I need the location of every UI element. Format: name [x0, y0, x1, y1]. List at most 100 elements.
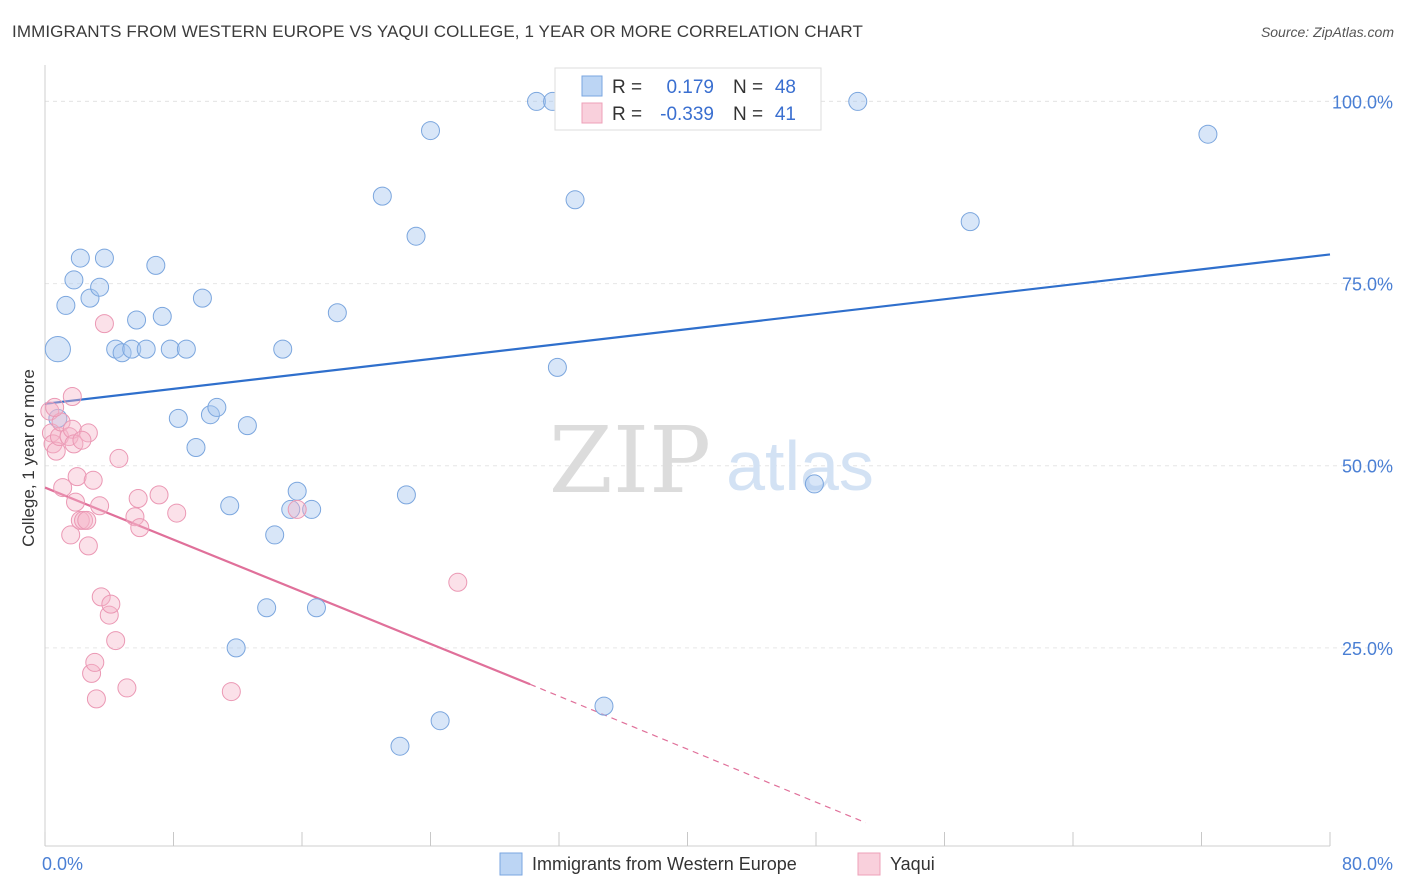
trend-lines — [44, 253, 1331, 824]
y-tick-label: 25.0% — [1342, 639, 1393, 659]
point-western-europe — [594, 696, 614, 716]
point-western-europe — [146, 255, 166, 275]
stats-n-label-pink: N = — [733, 104, 763, 125]
point-western-europe — [273, 339, 293, 359]
point-western-europe — [421, 121, 440, 141]
point-western-europe — [168, 408, 188, 428]
point-western-europe — [547, 357, 567, 377]
point-western-europe — [207, 397, 227, 417]
trend-line-yaqui — [44, 486, 531, 686]
point-yaqui — [62, 419, 82, 439]
point-yaqui — [78, 536, 98, 556]
data-points — [40, 91, 1218, 756]
point-western-europe — [160, 339, 180, 359]
point-yaqui — [53, 478, 73, 498]
point-western-europe — [237, 416, 257, 436]
point-western-europe — [186, 438, 206, 457]
point-western-europe — [90, 277, 110, 297]
point-western-europe — [848, 91, 868, 111]
point-western-europe — [960, 212, 980, 232]
point-yaqui — [221, 682, 241, 702]
stats-r-label-blue: R = — [612, 77, 642, 98]
point-yaqui — [167, 503, 187, 523]
point-yaqui — [85, 652, 105, 672]
point-western-europe — [80, 288, 100, 308]
point-yaqui — [117, 678, 137, 698]
point-yaqui — [66, 492, 86, 512]
point-western-europe — [257, 598, 277, 618]
point-yaqui — [62, 387, 82, 406]
point-yaqui — [109, 448, 129, 468]
point-western-europe — [127, 310, 147, 330]
legend-label-yaqui: Yaqui — [890, 854, 935, 874]
point-western-europe — [281, 499, 301, 519]
stats-n-value-pink: 41 — [775, 104, 796, 125]
point-yaqui — [101, 594, 121, 614]
point-western-europe — [192, 288, 212, 308]
point-western-europe — [372, 186, 392, 206]
point-western-europe — [565, 190, 585, 210]
trend-line-western-europe — [44, 253, 1331, 405]
point-western-europe — [287, 481, 307, 501]
point-western-europe — [136, 339, 156, 359]
point-yaqui — [149, 485, 169, 505]
point-yaqui — [67, 467, 87, 487]
y-tick-label: 100.0% — [1332, 92, 1393, 112]
chart-source: Source: ZipAtlas.com — [1260, 24, 1394, 40]
point-yaqui — [287, 499, 307, 519]
legend-label-western-europe: Immigrants from Western Europe — [532, 854, 797, 874]
legend-swatch-western-europe — [499, 852, 523, 876]
point-western-europe — [226, 638, 246, 658]
point-western-europe — [327, 303, 347, 323]
watermark-zip: ZIP — [549, 407, 711, 514]
stats-r-value-pink: -0.339 — [660, 104, 714, 125]
gridlines — [45, 100, 1392, 649]
point-western-europe — [390, 736, 410, 756]
point-yaqui — [91, 587, 111, 607]
point-yaqui — [130, 518, 150, 538]
point-yaqui — [90, 496, 110, 516]
watermark-atlas: atlas — [726, 427, 874, 505]
point-western-europe — [176, 339, 196, 359]
legend-swatch-yaqui — [857, 852, 881, 876]
x-tick-label: 80.0% — [1342, 854, 1393, 874]
point-yaqui — [82, 663, 102, 683]
point-western-europe — [220, 496, 240, 516]
point-western-europe — [430, 711, 450, 731]
y-axis-label: College, 1 year or more — [19, 369, 38, 547]
x-tick-label: 0.0% — [42, 854, 83, 874]
y-tick-label: 75.0% — [1342, 275, 1393, 295]
point-yaqui — [128, 489, 148, 508]
point-western-europe — [44, 336, 71, 363]
point-western-europe — [804, 474, 824, 494]
point-western-europe — [112, 343, 132, 363]
point-yaqui — [45, 397, 65, 417]
point-yaqui — [77, 510, 97, 530]
point-western-europe — [265, 525, 285, 545]
point-yaqui — [125, 507, 145, 527]
chart-title: IMMIGRANTS FROM WESTERN EUROPE VS YAQUI … — [12, 22, 863, 41]
point-yaqui — [78, 423, 98, 443]
watermark: ZIP atlas — [549, 407, 874, 514]
axes — [44, 65, 1331, 847]
point-yaqui — [72, 430, 92, 450]
stats-r-value-blue: 0.179 — [666, 77, 714, 98]
point-western-europe — [1198, 124, 1218, 144]
point-western-europe — [106, 339, 126, 359]
stats-r-label-pink: R = — [612, 104, 642, 125]
series-legend: Immigrants from Western Europe Yaqui — [499, 852, 935, 876]
point-western-europe — [406, 226, 426, 246]
y-tick-label: 50.0% — [1342, 457, 1393, 477]
point-yaqui — [46, 441, 66, 461]
point-western-europe — [527, 91, 547, 111]
point-western-europe — [94, 248, 114, 268]
tick-labels: 25.0% 50.0% 75.0% 100.0% 0.0% 80.0% — [42, 92, 1393, 874]
point-western-europe — [122, 339, 142, 359]
point-yaqui — [94, 314, 114, 334]
stats-swatch-blue — [581, 75, 603, 97]
stats-legend: R = 0.179 N = 48 R = -0.339 N = 41 — [554, 67, 822, 131]
point-yaqui — [61, 525, 81, 545]
trend-line-yaqui-extension — [529, 683, 867, 824]
stats-n-value-blue: 48 — [775, 77, 796, 98]
